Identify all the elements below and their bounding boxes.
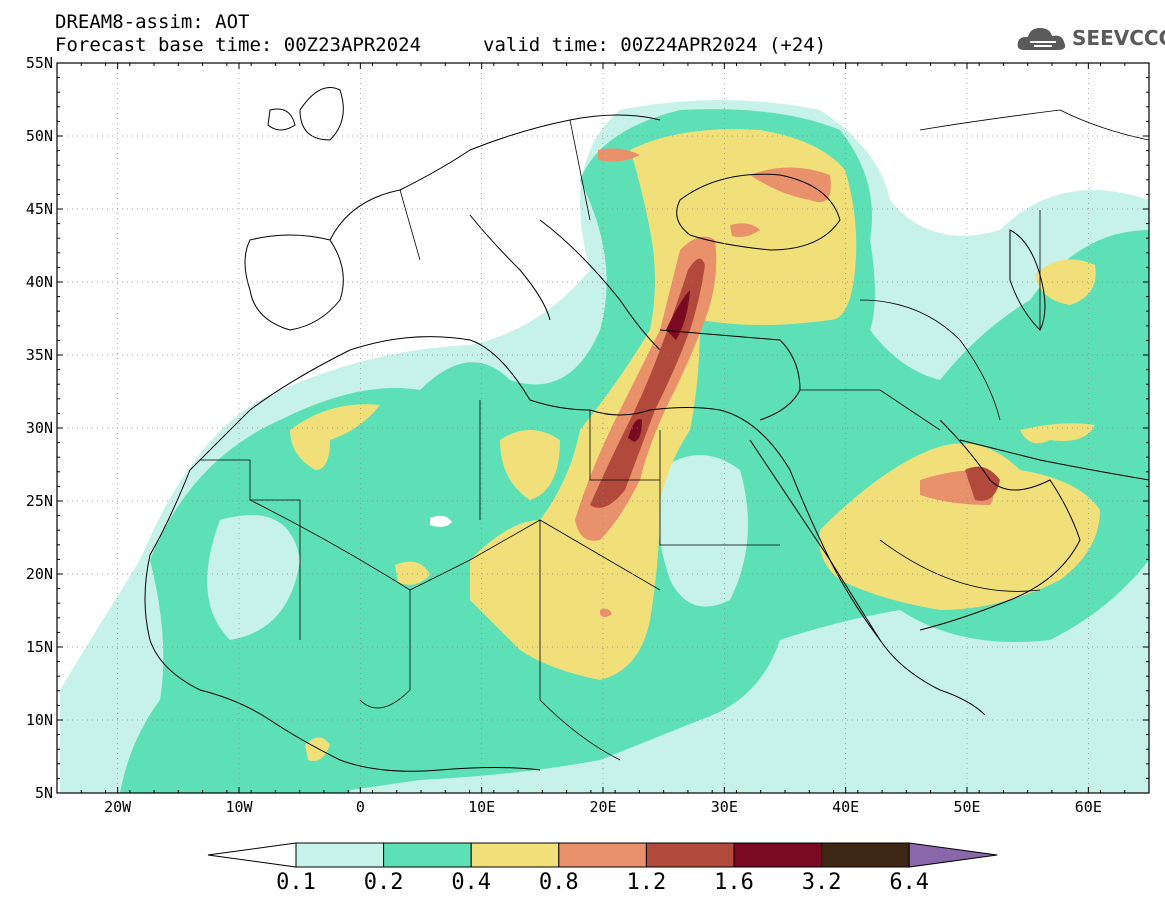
- colorbar-label: 1.2: [626, 870, 667, 895]
- colorbar-box: [645, 842, 735, 868]
- model-title: DREAM8-assim: AOT: [55, 11, 250, 33]
- colorbar-box: [470, 842, 560, 868]
- lon-label: 50E: [953, 798, 980, 816]
- aot-shading: [60, 100, 1149, 793]
- lon-label: 0: [356, 798, 365, 816]
- longitude-labels: 20W 10W 0 10E 20E 30E 40E 50E 60E: [104, 798, 1102, 816]
- lon-label: 60E: [1075, 798, 1102, 816]
- lat-label: 55N: [26, 54, 53, 72]
- colorbar-label: 6.4: [889, 870, 930, 895]
- base-time: Forecast base time: 00Z23APR2024: [55, 34, 422, 56]
- lon-label: 10E: [468, 798, 495, 816]
- seevccc-logo: SEEVCCC: [1016, 24, 1165, 54]
- colorbar-label: 0.1: [276, 870, 316, 895]
- coastlines: [144, 87, 1149, 772]
- colorbar-label: 0.8: [538, 870, 579, 895]
- lon-label: 20E: [589, 798, 616, 816]
- lat-label: 50N: [26, 127, 53, 145]
- colorbar-box: [383, 842, 472, 868]
- lat-label: 40N: [26, 273, 53, 291]
- lat-label: 35N: [26, 346, 53, 364]
- valid-time: valid time: 00Z24APR2024 (+24): [483, 34, 827, 56]
- aot-band-1.6: [628, 419, 642, 442]
- lat-label: 45N: [26, 200, 53, 218]
- colorbar-over-triangle: [908, 842, 998, 868]
- colorbar-box: [558, 842, 647, 868]
- lon-label: 20W: [104, 798, 132, 816]
- colorbar-box: [295, 842, 385, 868]
- cloud-icon: [1017, 28, 1066, 50]
- lat-label: 25N: [26, 492, 53, 510]
- axis-ticks: [56, 62, 1150, 794]
- lon-label: 30E: [711, 798, 738, 816]
- colorbar-label: 0.2: [363, 870, 404, 895]
- lon-label: 10W: [225, 798, 253, 816]
- colorbar-under-triangle: [207, 842, 297, 868]
- colorbar-label: 0.4: [451, 870, 492, 895]
- lat-label: 10N: [26, 711, 53, 729]
- colorbar-label: 3.2: [801, 870, 842, 895]
- colorbar-label: 1.6: [714, 870, 754, 895]
- lon-label: 40E: [832, 798, 859, 816]
- colorbar-box: [733, 842, 823, 868]
- latitude-labels: 55N 50N 45N 40N 35N 30N 25N 20N 15N 10N 5N: [26, 54, 53, 802]
- lat-label: 20N: [26, 565, 53, 583]
- colorbar-box: [821, 842, 910, 868]
- colorbar: [207, 842, 998, 868]
- logo-text: SEEVCCC: [1072, 26, 1165, 50]
- lat-lon-grid: [57, 63, 1149, 793]
- lat-label: 5N: [35, 784, 53, 802]
- lat-label: 30N: [26, 419, 53, 437]
- lat-label: 15N: [26, 638, 53, 656]
